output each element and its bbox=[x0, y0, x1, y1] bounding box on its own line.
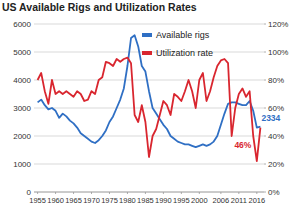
y2-tick bbox=[264, 24, 266, 25]
y-tick-label: 4000 bbox=[13, 76, 31, 85]
grid-line bbox=[34, 136, 264, 137]
x-tick bbox=[37, 192, 38, 194]
grid-line bbox=[34, 192, 264, 193]
y2-tick bbox=[264, 52, 266, 53]
y2-tick-label: 40% bbox=[268, 132, 284, 141]
y2-tick-label: 20% bbox=[268, 160, 284, 169]
y2-tick bbox=[264, 108, 266, 109]
legend-swatch bbox=[142, 51, 152, 55]
title: US Available Rigs and Utilization Rates bbox=[2, 1, 197, 13]
y2-tick bbox=[264, 136, 266, 137]
series-line bbox=[38, 35, 261, 147]
x-tick bbox=[238, 192, 239, 194]
y2-tick bbox=[264, 192, 266, 193]
y2-tick-label: 120% bbox=[268, 20, 288, 29]
x-tick-label: 1995 bbox=[173, 196, 190, 205]
y2-tick-label: 60% bbox=[268, 104, 284, 113]
y2-tick-label: 0% bbox=[268, 188, 280, 197]
x-tick-label: 1960 bbox=[47, 196, 64, 205]
y-tick-label: 2000 bbox=[13, 132, 31, 141]
x-tick bbox=[163, 192, 164, 194]
plot-area bbox=[38, 35, 261, 161]
y2-tick bbox=[264, 80, 266, 81]
x-tick-label: 1980 bbox=[119, 196, 136, 205]
x-tick-label: 2000 bbox=[191, 196, 208, 205]
x-tick bbox=[256, 192, 257, 194]
x-tick bbox=[55, 192, 56, 194]
y2-tick bbox=[264, 164, 266, 165]
chart: US Available Rigs and Utilization Rates 0… bbox=[0, 0, 300, 216]
x-tick bbox=[127, 192, 128, 194]
x-tick-label: 1990 bbox=[155, 196, 172, 205]
series-line bbox=[38, 58, 261, 162]
y-tick-label: 5000 bbox=[13, 48, 31, 57]
x-tick-label: 2016 bbox=[248, 196, 265, 205]
y-tick-label: 6000 bbox=[13, 20, 31, 29]
x-tick bbox=[91, 192, 92, 194]
x-tick bbox=[220, 192, 221, 194]
x-tick bbox=[199, 192, 200, 194]
x-tick bbox=[73, 192, 74, 194]
x-tick-label: 1955 bbox=[29, 196, 46, 205]
x-tick-label: 1975 bbox=[101, 196, 118, 205]
x-tick bbox=[109, 192, 110, 194]
x-tick-label: 1965 bbox=[65, 196, 82, 205]
y-tick-label: 3000 bbox=[13, 104, 31, 113]
x-axis bbox=[34, 192, 264, 193]
x-tick bbox=[145, 192, 146, 194]
legend: Available rigs Utilization rate bbox=[142, 30, 213, 58]
grid-line bbox=[34, 164, 264, 165]
legend-label: Utilization rate bbox=[156, 48, 213, 58]
x-tick-label: 1985 bbox=[137, 196, 154, 205]
data-label: 2334 bbox=[261, 113, 280, 123]
x-tick-label: 1970 bbox=[83, 196, 100, 205]
y2-tick-label: 100% bbox=[268, 48, 288, 57]
legend-label: Available rigs bbox=[156, 30, 210, 40]
x-tick-label: 2011 bbox=[231, 196, 247, 205]
grid-line bbox=[34, 24, 264, 25]
y2-tick-label: 80% bbox=[268, 76, 284, 85]
grid-line bbox=[34, 52, 264, 53]
x-tick-label: 2006 bbox=[213, 196, 230, 205]
data-label: 46% bbox=[234, 140, 251, 150]
y-tick-label: 1000 bbox=[13, 160, 31, 169]
legend-swatch bbox=[142, 33, 152, 37]
x-tick bbox=[181, 192, 182, 194]
